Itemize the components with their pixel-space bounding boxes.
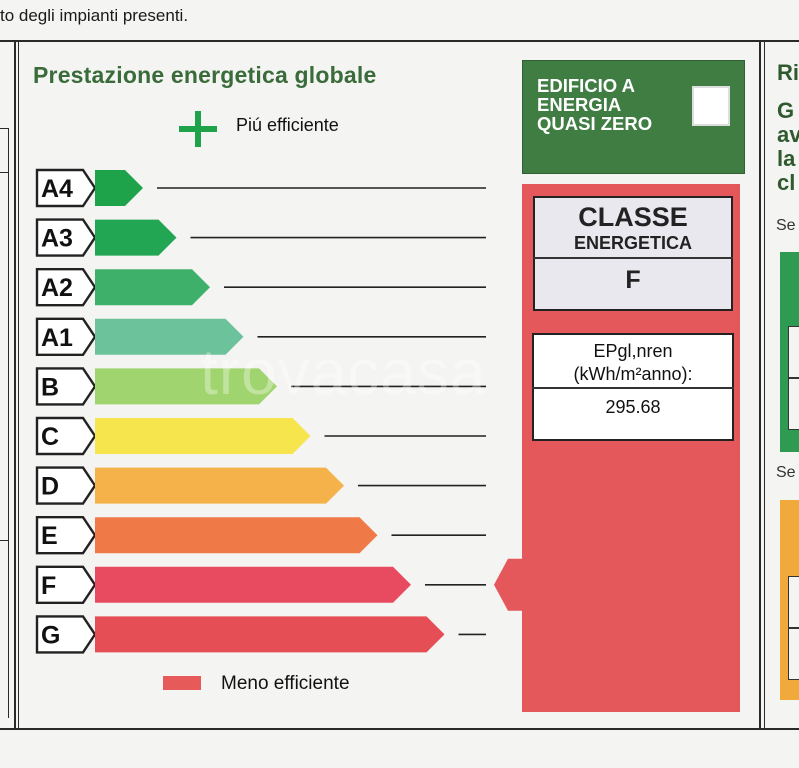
energy-class-row: A3	[35, 218, 486, 257]
right-white-cell	[788, 378, 799, 430]
right-line: cl	[777, 170, 796, 195]
ep-label: EPgl,nren	[593, 341, 673, 361]
classe-energetica-box	[533, 196, 733, 311]
class-label-outline	[35, 268, 97, 307]
energy-class-row: A2	[35, 268, 486, 307]
panel-title: Prestazione energetica globale	[33, 62, 377, 88]
left-table-line	[0, 540, 8, 541]
class-label-text: E	[41, 522, 58, 550]
legend-swatch	[163, 676, 201, 690]
classe-title: CLASSE	[578, 202, 688, 232]
left-border-line	[14, 40, 16, 730]
ep-value: 295.68	[605, 397, 661, 417]
nzeb-label: EDIFICIO A ENERGIA QUASI ZERO	[537, 75, 653, 134]
ep-unit: (kWh/m²anno):	[573, 364, 693, 384]
class-label-outline	[35, 168, 97, 208]
right-white-cell	[788, 628, 799, 680]
class-label-outline	[35, 416, 97, 456]
class-label-text: A4	[41, 175, 73, 203]
classe-divider	[533, 257, 733, 259]
right-border-line	[759, 40, 761, 730]
bottom-efficiency-label: Meno efficiente	[221, 673, 350, 694]
right-line: av	[777, 122, 799, 147]
class-bar	[95, 368, 277, 405]
class-label-outline	[35, 565, 97, 604]
right-heading: Ri	[777, 60, 799, 85]
class-bar	[95, 616, 445, 653]
nzeb-checkbox[interactable]	[692, 86, 730, 126]
class-bar	[95, 170, 143, 206]
energy-class-row: A1	[35, 317, 486, 356]
class-label-text: B	[41, 373, 59, 401]
class-bar	[95, 467, 344, 504]
class-bar	[95, 418, 311, 454]
class-label-outline	[35, 317, 97, 356]
class-bar	[95, 219, 177, 256]
right-inner-line	[764, 40, 765, 730]
class-bar	[95, 566, 411, 603]
right-line: la	[777, 146, 796, 171]
energy-class-row: B	[35, 367, 486, 406]
left-table-line	[8, 128, 9, 718]
energy-class-row: D	[35, 466, 486, 505]
panel-border-line	[18, 40, 19, 730]
left-table-line	[0, 128, 8, 129]
energy-class-row: F	[35, 565, 486, 604]
class-label-outline	[35, 218, 97, 257]
right-se-label: Se	[776, 464, 796, 481]
right-line: G	[777, 98, 795, 123]
top-efficiency-label: Piú efficiente	[236, 115, 339, 135]
energy-class-row: C	[35, 416, 486, 456]
current-class-pointer	[494, 558, 522, 611]
class-label-text: G	[41, 621, 60, 649]
class-bar	[95, 318, 244, 355]
class-label-text: F	[41, 572, 56, 600]
energy-class-row: G	[35, 615, 486, 654]
class-label-text: A2	[41, 274, 73, 302]
left-table-line	[0, 172, 8, 173]
classe-value: F	[625, 266, 641, 294]
plus-icon	[178, 111, 218, 151]
class-label-outline	[35, 466, 97, 505]
classe-subtitle: ENERGETICA	[573, 233, 692, 253]
class-label-text: C	[41, 423, 59, 451]
class-label-text: A3	[41, 225, 73, 253]
energy-class-row: E	[35, 516, 486, 555]
frame-top-line	[0, 40, 799, 42]
watermark: trovacasa	[200, 336, 487, 408]
class-label-outline	[35, 516, 97, 555]
right-white-cell	[788, 326, 799, 378]
class-bar	[95, 517, 378, 554]
class-label-outline	[35, 615, 97, 654]
header-text: to degli impianti presenti.	[0, 6, 189, 25]
right-white-cell	[788, 576, 799, 628]
class-label-outline	[35, 367, 97, 406]
right-se-label: Se	[776, 217, 796, 234]
class-label-text: A1	[41, 324, 73, 352]
class-bar	[95, 269, 210, 306]
class-label-text: D	[41, 473, 59, 501]
ep-divider	[532, 387, 734, 389]
frame-bottom-line	[0, 728, 799, 730]
energy-class-row: A4	[35, 168, 486, 208]
